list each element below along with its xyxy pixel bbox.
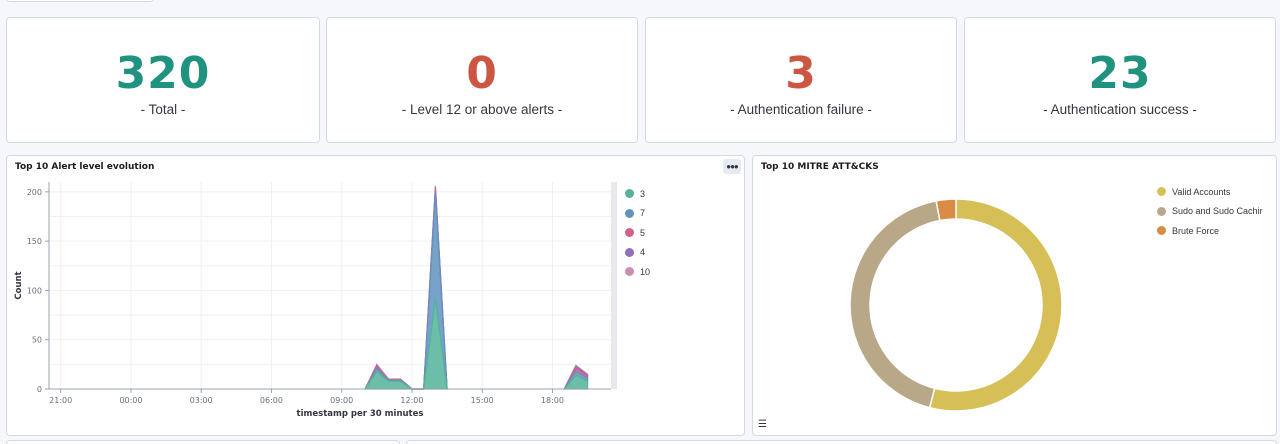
legend-dot xyxy=(625,247,634,257)
x-tick-label: 18:00 xyxy=(541,396,564,405)
metric-value: 23 xyxy=(1088,48,1152,99)
legend-item[interactable]: Sudo and Sudo Cachir xyxy=(1157,202,1275,222)
metric-label: - Authentication success - xyxy=(1043,102,1197,117)
bottom-panel-left xyxy=(6,440,400,444)
bottom-panel-right xyxy=(406,440,1277,444)
x-tick-label: 00:00 xyxy=(119,396,142,405)
x-tick-label: 03:00 xyxy=(190,396,213,405)
metric-total: 320 - Total - xyxy=(6,17,320,143)
legend-item[interactable]: Valid Accounts xyxy=(1157,182,1275,202)
legend-item[interactable]: 4 xyxy=(625,243,650,263)
donut-slice xyxy=(849,199,941,409)
x-tick-label: 09:00 xyxy=(330,396,353,405)
legend-dot xyxy=(1157,187,1166,197)
legend-label: 4 xyxy=(640,247,646,258)
metric-level12-alerts: 0 - Level 12 or above alerts - xyxy=(326,17,638,143)
legend-item[interactable]: 3 xyxy=(625,184,650,204)
series-area-3 xyxy=(363,298,448,390)
y-tick-label: 200 xyxy=(27,188,42,197)
list-icon: ☰ xyxy=(758,419,767,430)
legend-dot xyxy=(625,208,634,218)
legend-item[interactable]: 5 xyxy=(625,223,650,243)
panel-title: Top 10 MITRE ATT&CKS xyxy=(761,162,879,172)
chart-legend: 3 7 5 4 10 xyxy=(625,184,650,282)
area-chart: 0 50 100 150 200 21:00 00:00 03:00 06:00 09:00 12:… xyxy=(14,182,617,419)
legend-dot xyxy=(625,189,634,199)
y-tick-label: 0 xyxy=(37,385,42,394)
mitre-panel: Top 10 MITRE ATT&CKS Valid Accounts Sudo … xyxy=(752,155,1277,436)
legend-dot xyxy=(1157,226,1166,236)
donut-slice xyxy=(935,198,957,222)
y-tick-label: 50 xyxy=(32,336,42,345)
legend-toggle-button[interactable]: ☰ xyxy=(758,418,772,432)
metric-auth-failure: 3 - Authentication failure - xyxy=(645,17,957,143)
legend-label: 10 xyxy=(640,266,651,277)
chart-grid xyxy=(49,182,617,390)
x-tick-label: 06:00 xyxy=(260,396,283,405)
legend-dot xyxy=(625,228,634,238)
legend-label: 5 xyxy=(640,227,646,238)
top-tab-edge xyxy=(6,0,154,2)
brush-strip xyxy=(611,182,617,389)
legend-label: Sudo and Sudo Cachir xyxy=(1172,206,1263,217)
x-tick-label: 12:00 xyxy=(400,396,423,405)
metric-value: 3 xyxy=(785,48,817,99)
metric-value: 0 xyxy=(466,48,498,99)
y-tick-label: 100 xyxy=(27,286,42,295)
x-tick-label: 15:00 xyxy=(471,396,494,405)
y-tick-label: 150 xyxy=(27,237,42,246)
metric-label: - Total - xyxy=(140,102,186,117)
legend-dot xyxy=(1157,206,1166,216)
metric-label: - Level 12 or above alerts - xyxy=(401,102,563,117)
alert-evolution-panel: Top 10 Alert level evolution ●●● 0 50 100 1… xyxy=(6,155,745,436)
x-tick-label: 21:00 xyxy=(49,396,72,405)
legend-dot xyxy=(625,267,634,277)
legend-item[interactable]: Brute Force xyxy=(1157,221,1275,241)
metric-label: - Authentication failure - xyxy=(730,102,872,117)
x-axis-label: timestamp per 30 minutes xyxy=(297,409,424,419)
legend-label: 7 xyxy=(640,208,646,219)
panel-options-button[interactable]: ●●● xyxy=(723,159,741,174)
chart-legend: Valid Accounts Sudo and Sudo Cachir Brute … xyxy=(1157,182,1275,241)
donut-slice xyxy=(928,198,1063,412)
chart-axes: 0 50 100 150 200 21:00 00:00 03:00 06:00 09:00 12:… xyxy=(14,182,611,419)
legend-item[interactable]: 7 xyxy=(625,204,650,224)
ellipsis-icon: ●●● xyxy=(726,162,738,171)
panel-title: Top 10 Alert level evolution xyxy=(15,162,155,172)
donut-chart xyxy=(849,198,1063,412)
metric-auth-success: 23 - Authentication success - xyxy=(964,17,1276,143)
legend-item[interactable]: 10 xyxy=(625,262,650,282)
legend-label: Brute Force xyxy=(1172,225,1220,236)
metric-value: 320 xyxy=(115,48,211,99)
legend-label: 3 xyxy=(640,188,646,199)
chart-series xyxy=(363,185,589,390)
legend-label: Valid Accounts xyxy=(1172,186,1231,197)
y-axis-label: Count xyxy=(14,271,24,299)
